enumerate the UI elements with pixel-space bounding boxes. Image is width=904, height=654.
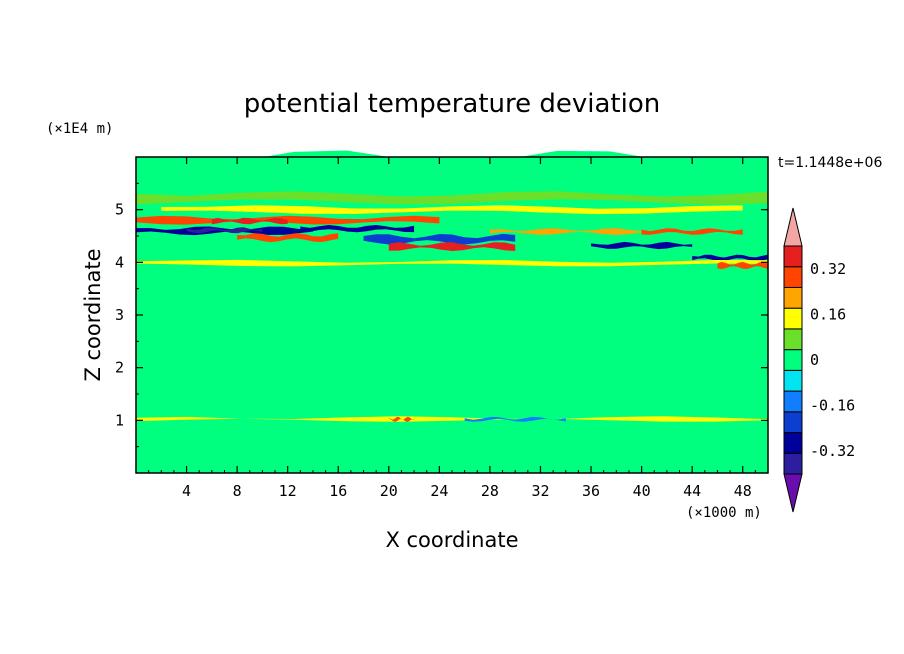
- contour-band: [641, 228, 743, 235]
- colorbar-segment: [783, 245, 803, 268]
- contour-band: [237, 233, 339, 243]
- contour-band: [211, 217, 288, 225]
- x-tick-label: 8: [233, 482, 242, 500]
- colorbar-segment: [783, 452, 803, 475]
- x-tick-label: 36: [582, 482, 600, 500]
- chart-title: potential temperature deviation: [244, 89, 660, 119]
- y-tick-label: 3: [115, 306, 124, 324]
- contour-band: [692, 254, 768, 262]
- colorbar-segment: [783, 411, 803, 434]
- x-tick-label: 24: [430, 482, 448, 500]
- colorbar-segment: [783, 328, 803, 351]
- y-tick-label: 1: [115, 411, 124, 429]
- colorbar: 0.32 0.16 0 -0.16 -0.32: [783, 207, 855, 513]
- colorbar-segment: [783, 390, 803, 413]
- y-tick-label: 4: [115, 253, 124, 271]
- contour-band: [186, 227, 263, 234]
- y-axis-ticks: 1 2 3 4 5: [115, 182, 768, 448]
- contour-band: [136, 191, 768, 205]
- contour-band: [388, 416, 415, 422]
- time-label: t=1.1448e+06: [778, 155, 882, 171]
- colorbar-segment: [783, 432, 803, 454]
- contour-band: [388, 242, 516, 251]
- x-tick-label: 40: [633, 482, 651, 500]
- colorbar-tick-label: -0.16: [810, 397, 855, 415]
- colorbar-segment: [783, 369, 803, 392]
- x-tick-label: 32: [531, 482, 549, 500]
- contour-band: [161, 205, 743, 215]
- x-axis-label: X coordinate: [385, 528, 518, 552]
- x-tick-label: 16: [329, 482, 347, 500]
- contour-band: [717, 261, 768, 270]
- y-axis-unit: (×1E4 m): [46, 121, 113, 137]
- contour-band: [489, 228, 642, 235]
- contour-band: [591, 241, 693, 250]
- colorbar-tick-label: 0: [810, 351, 819, 369]
- x-tick-label: 48: [734, 482, 752, 500]
- x-tick-label: 28: [481, 482, 499, 500]
- x-axis-unit: (×1000 m): [686, 505, 762, 521]
- contour-band: [464, 416, 566, 422]
- x-tick-label: 20: [380, 482, 398, 500]
- colorbar-segment: [783, 307, 803, 330]
- contour-band: [136, 150, 768, 186]
- colorbar-tick-label: 0.32: [810, 260, 846, 278]
- y-tick-label: 2: [115, 359, 124, 377]
- y-axis-label: Z coordinate: [81, 248, 105, 381]
- contour-band: [300, 225, 415, 233]
- contour-band: [363, 233, 516, 245]
- contour-band: [136, 259, 768, 267]
- colorbar-tick-label: 0.16: [810, 305, 846, 323]
- colorbar-tick-label: -0.32: [810, 442, 855, 460]
- colorbar-segment: [783, 266, 803, 288]
- colorbar-segment: [783, 286, 803, 309]
- colorbar-min-arrow: [783, 473, 803, 513]
- colorbar-segment: [783, 349, 803, 371]
- y-tick-label: 5: [115, 201, 124, 219]
- x-tick-label: 12: [279, 482, 297, 500]
- field-background: [136, 157, 768, 473]
- x-tick-label: 44: [683, 482, 701, 500]
- plot-area: [135, 150, 769, 474]
- colorbar-max-arrow: [783, 207, 803, 247]
- x-axis-ticks: 4 8 12 16 20 24 28 32 36 40 44 48: [148, 157, 756, 500]
- contour-band: [136, 416, 768, 422]
- x-tick-label: 4: [182, 482, 191, 500]
